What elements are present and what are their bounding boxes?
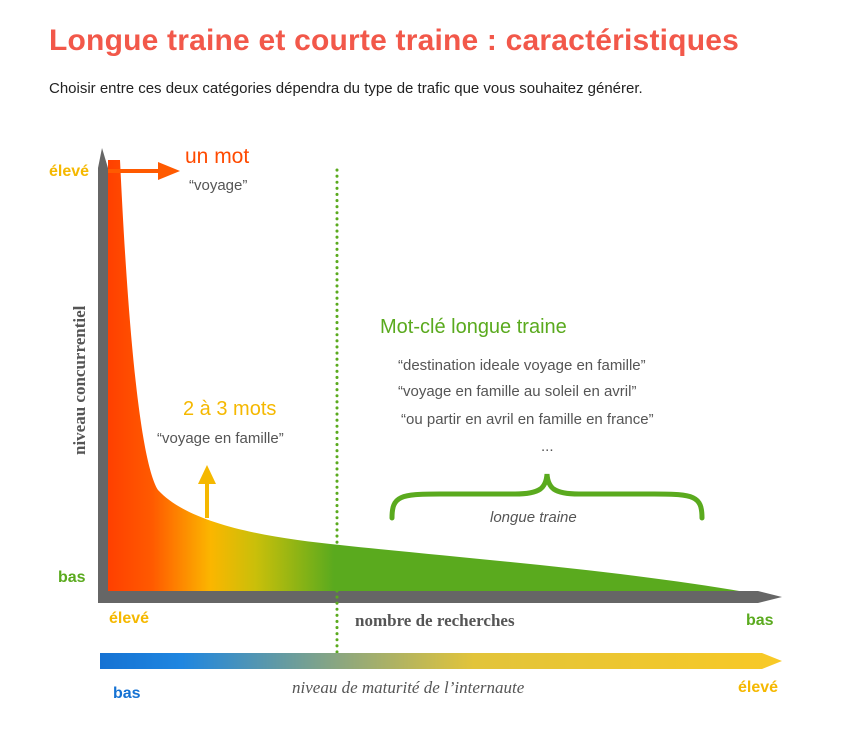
long-tail-brace-label: longue traine [490, 509, 577, 526]
long-tail-example: “voyage en famille au soleil en avril” [398, 383, 637, 400]
mid-tail-heading: 2 à 3 mots [183, 398, 277, 420]
mid-tail-example: “voyage en famille” [157, 430, 284, 447]
maturity-gradient-bar [100, 653, 782, 669]
x-axis-right-label: bas [746, 612, 774, 629]
x-axis-left-label: élevé [109, 610, 150, 627]
long-tail-example: “ou partir en avril en famille en france… [401, 411, 654, 428]
y-axis-label: niveau concurrentiel [70, 305, 89, 455]
short-tail-arrow [108, 162, 180, 180]
maturity-right-label: élevé [738, 679, 779, 696]
x-axis-arrow [98, 591, 782, 603]
short-tail-heading: un mot [185, 145, 250, 168]
maturity-label: niveau de maturité de l’internaute [292, 678, 525, 697]
page-title: Longue traine et courte traine : caracté… [49, 24, 739, 57]
mid-tail-arrow [198, 465, 216, 518]
tail-curve [108, 160, 745, 592]
x-axis-label: nombre de recherches [355, 611, 515, 630]
maturity-left-label: bas [113, 685, 141, 702]
page-subtitle: Choisir entre ces deux catégories dépend… [49, 80, 643, 97]
y-axis-top-label: élevé [49, 163, 90, 180]
long-tail-brace [389, 473, 705, 521]
short-tail-example: “voyage” [189, 177, 248, 194]
long-tail-example: “destination ideale voyage en famille” [398, 357, 646, 374]
long-tail-heading: Mot-clé longue traine [380, 316, 567, 338]
long-tail-ellipsis: ... [541, 438, 554, 455]
y-axis-arrow [98, 148, 108, 600]
y-axis-bottom-label: bas [58, 569, 86, 586]
